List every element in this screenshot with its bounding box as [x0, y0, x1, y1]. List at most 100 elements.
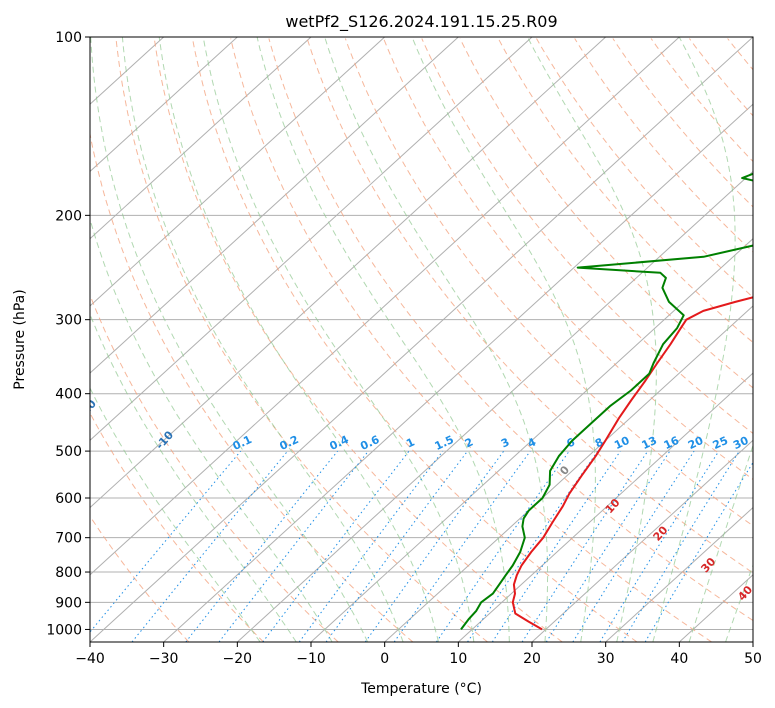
- mixing-ratio-label: 13: [640, 434, 659, 452]
- moist-adiabat: [121, 37, 404, 642]
- dry-adiabat: [90, 412, 264, 642]
- y-tick-label: 100: [55, 30, 82, 46]
- mixing-ratio-line: [491, 450, 621, 642]
- moist-adiabat: [411, 37, 596, 642]
- x-tick-label: 30: [597, 651, 615, 667]
- moist-adiabat: [90, 313, 297, 642]
- dry-adiabat: [115, 38, 488, 642]
- x-tick-label: −30: [149, 651, 179, 667]
- x-tick-label: 50: [744, 651, 762, 667]
- isotherm-line: [90, 37, 607, 509]
- moist-adiabat: [256, 37, 510, 642]
- moist-adiabat: [527, 37, 657, 642]
- mixing-ratio-label: 20: [686, 434, 706, 452]
- isotherm-line: [457, 372, 753, 642]
- mixing-ratio-label: 25: [711, 434, 730, 452]
- plot-frame: [89, 36, 754, 643]
- mixing-ratio-label: 16: [662, 434, 682, 452]
- moist-adiabat: [158, 37, 439, 642]
- mixing-ratio-label: 2: [463, 435, 475, 450]
- dewpoint-profile: [460, 172, 753, 631]
- mixing-ratio-label: 10: [612, 434, 632, 452]
- mixing-ratio-line: [435, 450, 570, 642]
- dry-adiabat: [459, 38, 753, 389]
- mixing-ratio-line: [644, 461, 753, 642]
- mixing-ratio-line: [572, 450, 695, 642]
- dry-adiabat: [383, 38, 753, 481]
- moist-adiabat-label: 20: [651, 523, 671, 543]
- mixing-ratio-line: [599, 450, 720, 642]
- moist-adiabat: [725, 563, 753, 642]
- dry-adiabat: [497, 38, 753, 344]
- moist-adiabats: [90, 37, 753, 642]
- isotherm-line: [90, 37, 459, 374]
- mixing-ratio-line: [185, 450, 338, 642]
- y-tick-label: 800: [55, 565, 82, 581]
- isotherm-line: [90, 37, 386, 307]
- x-axis: −40 −30 −20 −10 0 10 20 30 40 50: [75, 642, 762, 667]
- y-tick-label: 200: [55, 208, 82, 224]
- isotherm-line: [310, 237, 753, 642]
- dry-adiabat: [536, 38, 753, 298]
- isotherm-line: [90, 37, 312, 240]
- x-tick-label: −20: [223, 651, 253, 667]
- y-tick-label: 500: [55, 444, 82, 460]
- isotherm-line: [752, 641, 753, 642]
- mixing-ratio-label: 36: [752, 434, 772, 452]
- dry-adiabat: [268, 38, 753, 622]
- dry-adiabat: [230, 38, 712, 642]
- mixing-ratio-line: [131, 450, 288, 642]
- isotherm-line: [163, 103, 753, 642]
- y-tick-label: 700: [55, 531, 82, 547]
- y-axis-title: Pressure (hPa): [12, 289, 28, 389]
- mixing-ratio-line: [90, 450, 242, 633]
- moist-adiabat: [202, 37, 475, 642]
- isotherm-line: [90, 37, 753, 642]
- dry-adiabats: [90, 38, 775, 643]
- mixing-ratio-line: [545, 450, 671, 642]
- y-tick-label: 300: [55, 313, 82, 329]
- moist-adiabat-label: 40: [735, 583, 755, 603]
- mixing-ratio-label: 0.4: [328, 433, 351, 453]
- isotherm-line: [384, 305, 753, 642]
- isotherm-line: [90, 37, 680, 576]
- mixing-ratio-lines: [90, 450, 753, 642]
- dry-adiabat: [727, 38, 753, 71]
- reference-line-labels: 0.10.20.40.611.52346810131620253036-100-…: [76, 397, 772, 603]
- profile-series: [460, 172, 753, 631]
- y-axis: 1000 900 800 700 600 500 400 300 200 100: [46, 30, 90, 638]
- y-tick-label: 400: [55, 387, 82, 403]
- dry-adiabat: [90, 131, 414, 642]
- mixing-ratio-line: [621, 450, 740, 642]
- x-tick-label: −10: [296, 651, 326, 667]
- dry-adiabat: [766, 39, 775, 643]
- dry-adiabat: [153, 38, 563, 642]
- x-tick-label: 20: [523, 651, 541, 667]
- dry-adiabat: [90, 293, 339, 642]
- isotherm-line: [605, 506, 753, 642]
- mixing-ratio-line: [298, 450, 444, 642]
- moist-adiabat: [652, 37, 736, 642]
- dry-adiabat-label: -20: [76, 397, 99, 421]
- x-tick-label: 40: [670, 651, 688, 667]
- isotherm-line: [236, 170, 753, 642]
- moist-adiabat: [90, 217, 333, 642]
- mixing-ratio-label: 1.5: [433, 433, 456, 453]
- moist-adiabat: [324, 37, 549, 642]
- mixing-ratio-line: [467, 450, 599, 642]
- isotherm-line: [531, 439, 753, 642]
- dry-adiabat: [90, 515, 190, 642]
- mixing-ratio-line: [393, 450, 531, 642]
- mixing-ratio-line: [262, 450, 410, 642]
- moist-adiabat: [90, 37, 369, 642]
- mixing-ratio-line: [364, 450, 505, 642]
- plot-area: 0.10.20.40.611.52346810131620253036-100-…: [76, 37, 775, 643]
- x-axis-title: Temperature (°C): [360, 681, 482, 697]
- moist-adiabat: [688, 444, 753, 642]
- chart-title: wetPf2_S126.2024.191.15.25.R09: [285, 12, 557, 32]
- mixing-ratio-line: [218, 450, 369, 642]
- mixing-ratio-line: [521, 450, 649, 642]
- moist-adiabat: [90, 387, 261, 642]
- dry-adiabat: [192, 38, 638, 642]
